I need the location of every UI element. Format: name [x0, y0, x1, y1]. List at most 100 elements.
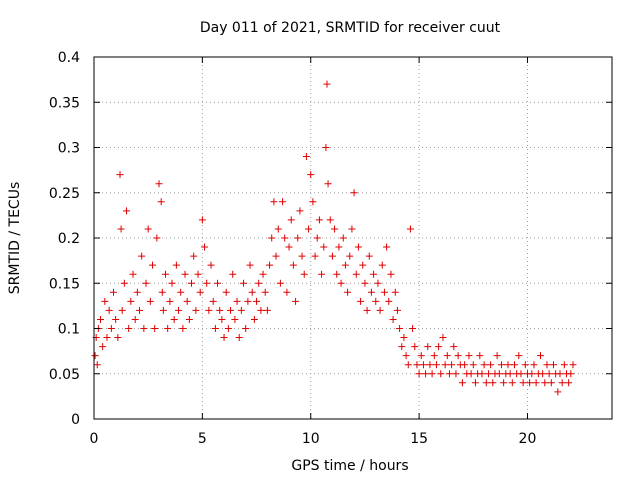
data-point — [441, 361, 449, 369]
data-point — [409, 325, 417, 332]
data-point — [227, 306, 235, 314]
data-point — [311, 252, 319, 260]
data-point — [454, 352, 462, 360]
data-point — [151, 325, 159, 332]
data-point — [201, 243, 209, 251]
data-point — [398, 343, 406, 351]
data-point — [190, 252, 198, 260]
data-point — [363, 306, 371, 314]
data-point — [504, 361, 512, 369]
data-point — [112, 315, 120, 323]
data-point — [367, 288, 375, 296]
data-point — [159, 306, 167, 314]
data-point — [103, 334, 111, 342]
data-point — [372, 297, 380, 305]
data-point — [465, 352, 473, 360]
data-point — [387, 270, 395, 278]
data-point — [469, 361, 477, 369]
data-point — [144, 225, 152, 233]
data-point — [437, 370, 445, 378]
data-point — [229, 270, 237, 278]
data-point — [224, 325, 232, 332]
x-tick-label: 20 — [519, 431, 537, 447]
data-point — [539, 370, 547, 378]
data-point — [385, 297, 393, 305]
data-point — [97, 315, 105, 323]
data-point — [326, 216, 334, 224]
data-point — [493, 352, 501, 360]
data-point — [149, 261, 157, 269]
data-point — [123, 207, 131, 215]
x-tick-label: 10 — [302, 431, 320, 447]
data-point — [209, 297, 217, 305]
data-point — [110, 288, 118, 296]
data-point — [279, 198, 287, 206]
data-point — [467, 370, 475, 378]
data-point — [545, 370, 553, 378]
data-point — [309, 198, 317, 206]
data-point — [211, 325, 219, 332]
data-point — [365, 252, 373, 260]
data-point — [270, 198, 278, 206]
data-point — [222, 288, 230, 296]
data-point — [497, 361, 505, 369]
data-point — [276, 279, 284, 287]
data-point — [272, 252, 280, 260]
data-point — [521, 361, 529, 369]
y-tick-label: 0 — [71, 412, 80, 428]
data-point — [246, 261, 254, 269]
data-point — [203, 279, 211, 287]
data-point — [162, 270, 170, 278]
x-tick-label: 15 — [410, 431, 428, 447]
data-point — [138, 252, 146, 260]
data-point — [480, 361, 488, 369]
data-point — [292, 297, 300, 305]
data-point — [458, 379, 466, 387]
data-point — [547, 379, 555, 387]
data-point — [166, 297, 174, 305]
data-point — [344, 288, 352, 296]
data-point — [569, 361, 577, 369]
data-point — [91, 352, 99, 360]
data-point — [146, 297, 154, 305]
data-point — [155, 180, 163, 188]
data-point — [424, 343, 432, 351]
data-point — [136, 306, 144, 314]
data-point — [242, 325, 250, 332]
data-point — [133, 288, 141, 296]
data-point — [116, 171, 124, 179]
data-point — [101, 297, 109, 305]
data-point — [500, 379, 508, 387]
data-point — [445, 370, 453, 378]
data-point — [560, 361, 568, 369]
data-point — [435, 343, 443, 351]
data-point — [261, 288, 269, 296]
data-point — [218, 315, 226, 323]
data-point — [192, 306, 200, 314]
data-point — [348, 225, 356, 233]
data-point — [341, 261, 349, 269]
data-point — [508, 379, 516, 387]
data-point — [244, 297, 252, 305]
data-point — [374, 279, 382, 287]
data-point — [452, 370, 460, 378]
data-point — [478, 370, 486, 378]
data-point — [370, 270, 378, 278]
data-point — [93, 361, 101, 369]
data-point — [281, 234, 289, 242]
data-point — [300, 270, 308, 278]
data-point — [140, 325, 148, 332]
data-point — [216, 306, 224, 314]
data-point — [528, 370, 536, 378]
data-point — [157, 198, 165, 206]
data-point — [565, 379, 573, 387]
data-point — [164, 325, 172, 332]
x-axis-label: GPS time / hours — [291, 458, 408, 474]
data-point — [120, 279, 128, 287]
data-point — [415, 370, 423, 378]
data-point — [389, 315, 397, 323]
data-point — [402, 352, 410, 360]
data-point — [400, 334, 408, 342]
data-point — [268, 234, 276, 242]
